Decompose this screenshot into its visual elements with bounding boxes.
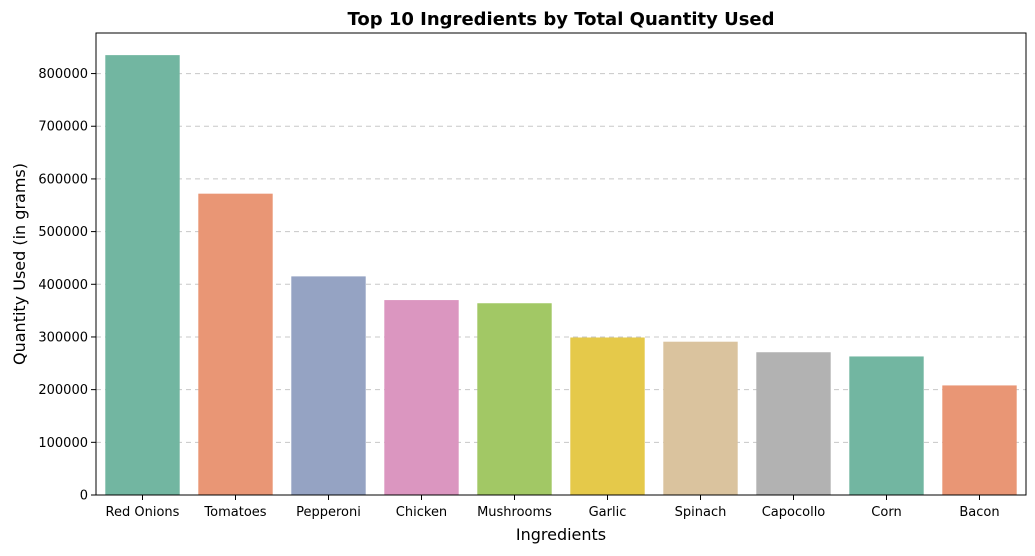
bar-capocollo [756,352,831,495]
x-tick-label: Pepperoni [296,505,361,520]
y-tick-label: 400000 [38,278,88,293]
bar-pepperoni [291,276,366,495]
bar-tomatoes [198,193,273,496]
plot-frame [95,32,1027,496]
y-tick-label: 0 [80,489,88,504]
bar-chicken [384,300,459,495]
bar-red-onions [105,55,180,495]
y-tick-label: 500000 [38,225,88,240]
axes: 0 100000 200000 300000 400000 500000 600000 700… [38,32,1027,520]
chart-title: Top 10 Ingredients by Total Quantity Use… [347,9,774,30]
x-axis-label: Ingredients [516,525,606,544]
bar-mushrooms [477,303,552,495]
x-tick-label: Mushrooms [477,505,552,520]
x-tick-label: Capocollo [762,505,826,520]
y-tick-label: 100000 [38,436,88,451]
x-tick-label: Garlic [589,505,627,520]
bar-corn [849,356,924,495]
y-tick-label: 600000 [38,172,88,187]
x-tick-label: Corn [871,505,901,520]
x-tick-label: Spinach [675,505,727,520]
y-tick-label: 800000 [38,67,88,82]
bars [105,55,1017,496]
bar-garlic [570,337,645,495]
bar-spinach [663,341,738,495]
x-tick-label: Red Onions [106,505,180,520]
y-tick-label: 300000 [38,330,88,345]
x-tick-label: Bacon [959,505,999,520]
y-tick-label: 700000 [38,120,88,135]
y-axis-label: Quantity Used (in grams) [10,163,29,365]
x-tick-label: Chicken [396,505,447,520]
y-tick-label: 200000 [38,383,88,398]
bar-bacon [942,385,1017,495]
x-tick-label: Tomatoes [203,505,266,520]
